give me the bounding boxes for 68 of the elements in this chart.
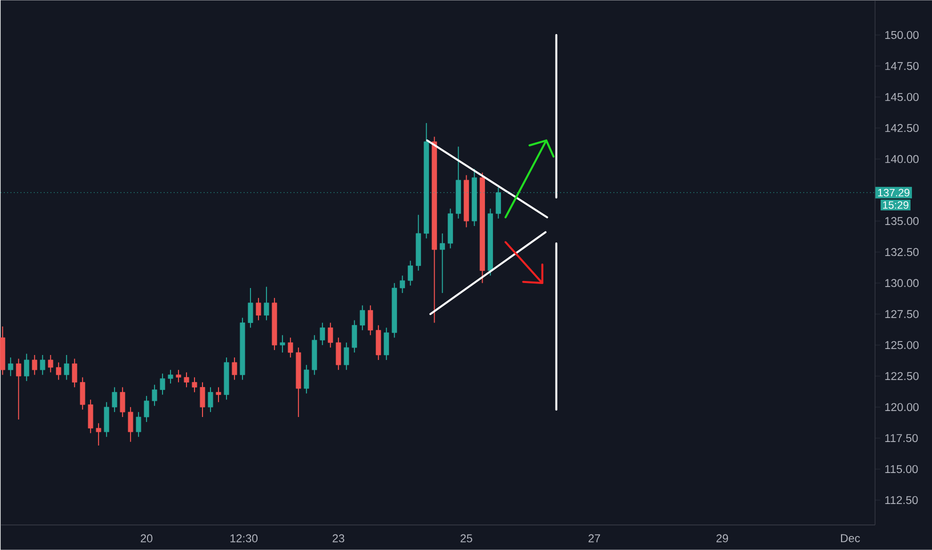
- candlestick: [184, 372, 190, 388]
- candlestick: [440, 232, 445, 294]
- candlestick: [80, 376, 86, 410]
- candlestick: [128, 406, 134, 442]
- y-tick-label: 112.50: [885, 496, 918, 504]
- y-tick-label: 117.50: [885, 434, 918, 442]
- candlestick: [216, 386, 222, 403]
- candlestick: [24, 353, 30, 382]
- x-tick-label: 20: [140, 534, 152, 542]
- candlestick: [232, 357, 238, 380]
- x-tick-label: 29: [716, 534, 728, 542]
- candlestick: [176, 369, 182, 383]
- candlestick: [304, 364, 310, 394]
- y-tick-label: 125.00: [885, 341, 919, 350]
- x-tick-label: 27: [588, 534, 600, 542]
- x-tick-label: 12:30: [230, 534, 258, 542]
- candlestick: [144, 395, 150, 423]
- candlestick: [64, 354, 70, 380]
- candlestick: [136, 412, 142, 438]
- candlestick: [120, 386, 126, 418]
- candlestick: [320, 322, 326, 346]
- candlestick: [192, 376, 198, 393]
- candlestick: [352, 320, 358, 354]
- candlestick: [288, 337, 294, 358]
- candlestick: [280, 334, 286, 354]
- candlestick: [208, 386, 214, 413]
- candlestick: [32, 354, 38, 376]
- y-tick-label: 132.50: [885, 248, 919, 256]
- y-tick-label: 122.50: [885, 372, 919, 380]
- candlestick: [48, 354, 54, 373]
- x-tick-label: Dec: [841, 534, 860, 542]
- y-tick-label: 150.00: [885, 31, 919, 40]
- y-tick-label: 140.00: [885, 155, 919, 164]
- candlestick: [152, 384, 158, 406]
- candlestick: [360, 304, 366, 331]
- candlestick: [336, 337, 342, 370]
- y-tick-label: 142.50: [885, 124, 919, 132]
- candlestick: [264, 286, 270, 321]
- y-tick-label: 145.00: [885, 93, 919, 102]
- candlestick: [384, 327, 390, 361]
- candlestick: [408, 260, 413, 286]
- candlestick: [96, 422, 102, 446]
- candlestick: [400, 275, 405, 294]
- y-tick-label: 147.50: [885, 62, 919, 70]
- text: 15:29: [883, 201, 908, 209]
- y-tick-label: 120.00: [885, 403, 919, 412]
- candlestick: [200, 382, 206, 418]
- candlestick: [168, 369, 174, 384]
- x-tick-label: 23: [332, 534, 344, 542]
- candlestick: [56, 362, 62, 380]
- candlestick: [160, 373, 166, 396]
- candlestick: [248, 288, 254, 328]
- candlestick: [8, 357, 14, 377]
- candlestick: [72, 358, 78, 388]
- candlestick: [40, 354, 46, 376]
- candlestick: [368, 304, 374, 336]
- y-tick-label: 130.00: [885, 279, 919, 288]
- x-tick-label: 25: [460, 534, 472, 542]
- candlestick: [344, 342, 350, 370]
- y-tick-label: 135.00: [885, 217, 919, 226]
- candlestick: [88, 399, 94, 434]
- candlestick: [112, 386, 118, 413]
- y-tick-label: 127.50: [885, 310, 919, 318]
- candlestick: [256, 297, 262, 321]
- y-tick-label: 115.00: [885, 465, 918, 474]
- candlestick: [16, 358, 22, 420]
- ref-line-label: 137.29: [878, 188, 910, 196]
- candlestick: [328, 322, 334, 348]
